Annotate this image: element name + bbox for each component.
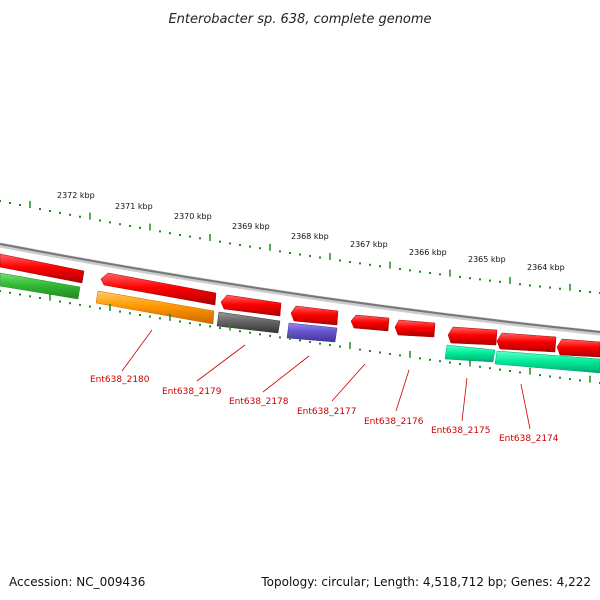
leader-line <box>395 369 410 412</box>
gene-block-purple[interactable] <box>286 322 338 343</box>
leader-line <box>262 355 310 393</box>
gene-label-2174[interactable]: Ent638_2174 <box>499 434 559 444</box>
forward-strand-genes <box>0 253 600 358</box>
scale-label-2366: 2366 kbp <box>409 248 447 257</box>
gene-block-teal[interactable] <box>444 344 496 363</box>
leader-line <box>520 383 531 430</box>
scale-label-2368: 2368 kbp <box>291 232 329 241</box>
gene-arrow[interactable] <box>496 332 557 353</box>
gene-label-2177[interactable]: Ent638_2177 <box>297 407 357 417</box>
scale-label-2369: 2369 kbp <box>232 222 270 231</box>
inner-scale-ticks <box>0 290 600 384</box>
genome-backbone <box>0 242 600 336</box>
gene-block-orange[interactable] <box>95 290 215 325</box>
gene-arrow[interactable] <box>0 253 85 284</box>
leader-line <box>461 377 468 422</box>
accession-text: Accession: NC_009436 <box>9 575 145 589</box>
gene-block-teal[interactable] <box>494 350 600 374</box>
label-leaders <box>121 329 531 430</box>
leader-line <box>331 363 366 402</box>
scale-label-2370: 2370 kbp <box>174 212 212 221</box>
gene-arrow[interactable] <box>100 272 217 306</box>
gene-arrow[interactable] <box>290 305 339 326</box>
scale-labels: 2372 kbp 2371 kbp 2370 kbp 2369 kbp 2368… <box>57 191 565 272</box>
gene-arrow[interactable] <box>447 326 498 346</box>
gene-label-2179[interactable]: Ent638_2179 <box>162 387 222 397</box>
gene-arrow[interactable] <box>350 314 390 332</box>
gene-label-2175[interactable]: Ent638_2175 <box>431 426 491 436</box>
gene-arrow[interactable] <box>220 294 282 317</box>
gene-arrow[interactable] <box>556 338 600 358</box>
genome-title: Enterobacter sp. 638, complete genome <box>168 12 431 27</box>
gene-labels: Ent638_2180 Ent638_2179 Ent638_2178 Ent6… <box>90 375 559 444</box>
scale-label-2367: 2367 kbp <box>350 240 388 249</box>
gene-label-2176[interactable]: Ent638_2176 <box>364 417 424 427</box>
reverse-strand-genes <box>0 272 600 374</box>
gene-label-2178[interactable]: Ent638_2178 <box>229 397 289 407</box>
scale-label-2372: 2372 kbp <box>57 191 95 200</box>
gene-block-gray[interactable] <box>216 311 281 334</box>
gene-arrow[interactable] <box>394 319 436 338</box>
scale-label-2365: 2365 kbp <box>468 255 506 264</box>
leader-line <box>121 329 153 372</box>
gene-block-green[interactable] <box>0 272 81 300</box>
genome-summary-text: Topology: circular; Length: 4,518,712 bp… <box>260 575 591 589</box>
scale-label-2371: 2371 kbp <box>115 202 153 211</box>
scale-label-2364: 2364 kbp <box>527 263 565 272</box>
leader-line <box>196 344 246 382</box>
gene-label-2180[interactable]: Ent638_2180 <box>90 375 150 385</box>
outer-scale-ticks <box>0 200 600 294</box>
